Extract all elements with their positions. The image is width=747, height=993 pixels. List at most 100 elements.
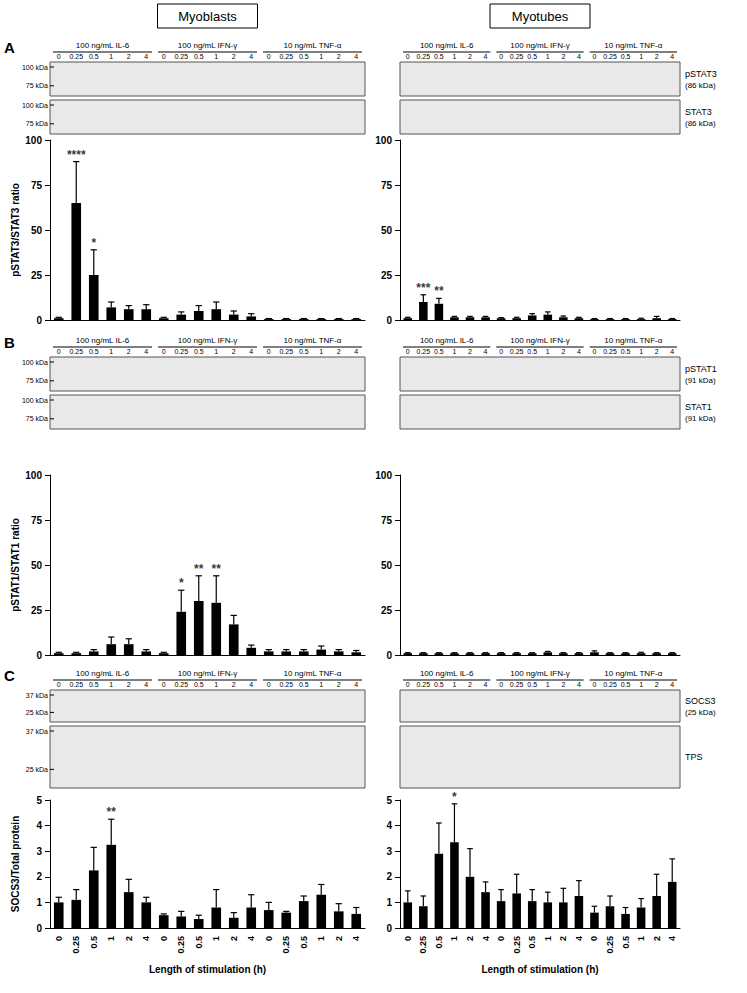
- svg-text:0.25: 0.25: [510, 681, 524, 688]
- svg-text:0.5: 0.5: [527, 681, 537, 688]
- svg-text:0.5: 0.5: [299, 681, 309, 688]
- svg-text:2: 2: [337, 681, 341, 688]
- svg-text:0: 0: [386, 923, 392, 934]
- svg-text:0.5: 0.5: [299, 348, 309, 355]
- svg-text:0.25: 0.25: [281, 936, 291, 954]
- svg-text:STAT3: STAT3: [685, 107, 712, 117]
- svg-text:1: 1: [214, 348, 218, 355]
- svg-text:1: 1: [106, 936, 116, 941]
- svg-text:0: 0: [159, 936, 169, 941]
- svg-text:0: 0: [592, 53, 596, 60]
- svg-text:4: 4: [249, 53, 253, 60]
- svg-text:4: 4: [577, 53, 581, 60]
- svg-text:**: **: [107, 805, 117, 819]
- svg-text:0: 0: [406, 53, 410, 60]
- svg-text:4: 4: [670, 53, 674, 60]
- svg-text:5: 5: [36, 795, 42, 806]
- svg-text:0: 0: [496, 936, 506, 941]
- svg-text:Myoblasts: Myoblasts: [178, 9, 237, 24]
- svg-text:100 ng/mL IL-6: 100 ng/mL IL-6: [420, 669, 474, 678]
- svg-text:STAT1: STAT1: [685, 402, 712, 412]
- svg-text:100 ng/mL IFN-γ: 100 ng/mL IFN-γ: [510, 336, 569, 345]
- svg-text:0: 0: [499, 681, 503, 688]
- svg-text:pSTAT1/STAT1 ratio: pSTAT1/STAT1 ratio: [10, 518, 21, 612]
- svg-text:3: 3: [386, 846, 392, 857]
- svg-text:2: 2: [36, 871, 42, 882]
- svg-text:1: 1: [214, 681, 218, 688]
- svg-text:0.5: 0.5: [299, 53, 309, 60]
- svg-text:4: 4: [484, 681, 488, 688]
- svg-text:3: 3: [36, 846, 42, 857]
- svg-text:75 kDa: 75 kDa: [26, 82, 48, 89]
- svg-text:25: 25: [381, 605, 393, 616]
- svg-text:75: 75: [381, 180, 393, 191]
- svg-text:4: 4: [386, 820, 392, 831]
- svg-text:37 kDa: 37 kDa: [26, 692, 48, 699]
- svg-text:1: 1: [319, 53, 323, 60]
- svg-text:1: 1: [543, 936, 553, 941]
- svg-text:0.5: 0.5: [89, 348, 99, 355]
- svg-text:25 kDa: 25 kDa: [26, 766, 48, 773]
- svg-text:100 ng/mL IFN-γ: 100 ng/mL IFN-γ: [178, 669, 237, 678]
- svg-text:0.25: 0.25: [279, 53, 293, 60]
- svg-text:1: 1: [449, 936, 459, 941]
- svg-text:0: 0: [57, 681, 61, 688]
- svg-text:0.5: 0.5: [194, 348, 204, 355]
- svg-text:***: ***: [416, 281, 430, 295]
- svg-text:0: 0: [36, 315, 42, 326]
- svg-text:*: *: [179, 576, 184, 590]
- svg-text:2: 2: [334, 936, 344, 941]
- svg-text:1: 1: [639, 53, 643, 60]
- svg-text:75: 75: [31, 515, 43, 526]
- svg-text:0.25: 0.25: [417, 681, 431, 688]
- svg-text:100: 100: [25, 135, 42, 146]
- svg-text:50: 50: [381, 560, 393, 571]
- svg-text:4: 4: [481, 936, 491, 941]
- svg-text:1: 1: [639, 348, 643, 355]
- svg-text:4: 4: [354, 348, 358, 355]
- svg-text:Length of stimulation (h): Length of stimulation (h): [481, 964, 598, 975]
- svg-text:0.5: 0.5: [194, 681, 204, 688]
- svg-text:0: 0: [592, 348, 596, 355]
- svg-text:pSTAT3: pSTAT3: [685, 69, 717, 79]
- svg-text:4: 4: [354, 681, 358, 688]
- svg-text:0: 0: [264, 936, 274, 941]
- svg-text:0.25: 0.25: [603, 348, 617, 355]
- svg-text:0: 0: [386, 315, 392, 326]
- svg-text:1: 1: [636, 936, 646, 941]
- svg-text:1: 1: [386, 897, 392, 908]
- svg-text:0: 0: [499, 53, 503, 60]
- svg-text:1: 1: [109, 681, 113, 688]
- svg-text:0: 0: [57, 53, 61, 60]
- svg-text:1: 1: [452, 681, 456, 688]
- svg-text:4: 4: [144, 348, 148, 355]
- svg-text:pSTAT3/STAT3 ratio: pSTAT3/STAT3 ratio: [10, 183, 21, 277]
- svg-text:2: 2: [232, 681, 236, 688]
- svg-text:0: 0: [57, 348, 61, 355]
- svg-text:2: 2: [561, 348, 565, 355]
- svg-text:4: 4: [484, 53, 488, 60]
- svg-text:75 kDa: 75 kDa: [26, 415, 48, 422]
- svg-text:2: 2: [558, 936, 568, 941]
- svg-text:*: *: [91, 236, 96, 250]
- svg-text:100 kDa: 100 kDa: [22, 102, 48, 109]
- svg-text:1: 1: [319, 348, 323, 355]
- svg-text:75: 75: [381, 515, 393, 526]
- svg-text:C: C: [4, 667, 15, 684]
- svg-text:2: 2: [232, 348, 236, 355]
- svg-text:4: 4: [670, 348, 674, 355]
- svg-text:4: 4: [36, 820, 42, 831]
- svg-text:**: **: [212, 562, 222, 576]
- svg-text:100: 100: [25, 470, 42, 481]
- svg-text:100 kDa: 100 kDa: [22, 359, 48, 366]
- svg-text:10 ng/mL TNF-α: 10 ng/mL TNF-α: [284, 669, 342, 678]
- svg-text:100 ng/mL IL-6: 100 ng/mL IL-6: [420, 336, 474, 345]
- svg-text:0.5: 0.5: [194, 53, 204, 60]
- svg-text:1: 1: [546, 53, 550, 60]
- svg-text:0: 0: [36, 923, 42, 934]
- svg-text:4: 4: [574, 936, 584, 941]
- svg-text:1: 1: [546, 348, 550, 355]
- svg-text:10 ng/mL TNF-α: 10 ng/mL TNF-α: [284, 336, 342, 345]
- svg-text:0.5: 0.5: [621, 53, 631, 60]
- svg-text:2: 2: [127, 53, 131, 60]
